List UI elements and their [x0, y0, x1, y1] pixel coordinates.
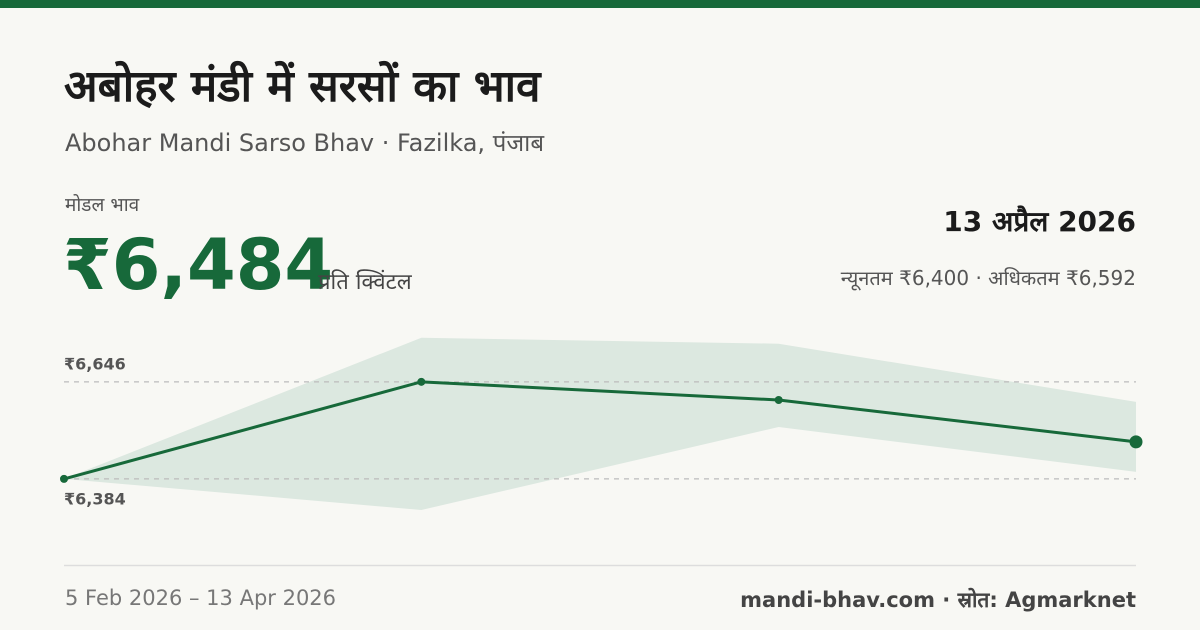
unit: प्रति क्विंटल	[318, 270, 412, 295]
min-max: न्यूनतम ₹6,400 · अधिकतम ₹6,592	[840, 266, 1136, 290]
y-tick-label: ₹6,384	[64, 489, 126, 508]
y-tick-label: ₹6,646	[64, 354, 126, 373]
line	[63, 380, 1137, 481]
subtitle: Abohar Mandi Sarso Bhav · Fazilka, पंजाब	[65, 129, 545, 157]
date-range: 5 Feb 2026 – 13 Apr 2026	[65, 586, 337, 610]
source: mandi-bhav.com · स्रोत: Agmarknet	[740, 588, 1136, 612]
modal-label: मोडल भाव	[65, 194, 140, 216]
modal-price: ₹6,484	[63, 224, 334, 306]
point	[417, 377, 426, 386]
point	[1129, 435, 1143, 449]
point	[774, 396, 783, 404]
range-band	[64, 337, 1136, 510]
title: अबोहर मंडी में सरसों का भाव	[64, 61, 541, 112]
top-bar	[0, 0, 1200, 8]
point	[60, 474, 68, 483]
date: 13 अप्रैल 2026	[943, 205, 1136, 238]
